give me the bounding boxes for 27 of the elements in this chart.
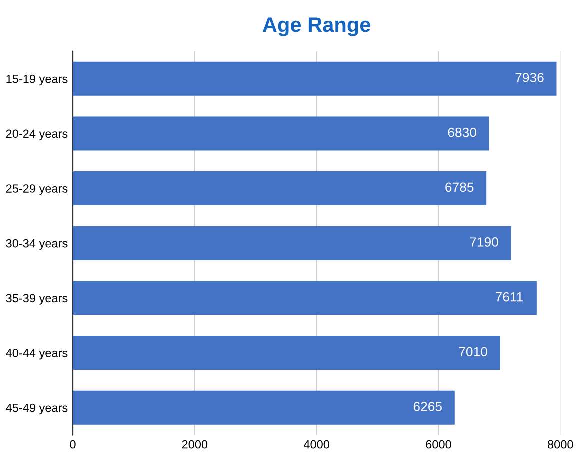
data-label: 7190 — [470, 238, 498, 247]
bar — [73, 336, 500, 370]
bar — [73, 172, 487, 206]
data-label: 6265 — [414, 402, 442, 412]
x-tick-label: 4000 — [304, 440, 330, 449]
x-tick-label: 0 — [70, 440, 76, 449]
y-tick-label: 35-39 years — [6, 294, 68, 305]
y-tick-label: 40-44 years — [6, 349, 68, 360]
bar — [73, 390, 455, 425]
x-tick-label: 8000 — [548, 440, 574, 449]
x-tick-label: 2000 — [182, 440, 208, 449]
data-label: 7611 — [496, 292, 523, 302]
data-label: 7936 — [516, 73, 544, 82]
bar — [73, 281, 537, 316]
y-tick-label: 25-29 years — [6, 184, 68, 196]
bar — [73, 62, 557, 96]
y-tick-label: 15-19 years — [6, 74, 68, 86]
y-tick-label: 45-49 years — [6, 404, 68, 415]
data-label: 6830 — [448, 128, 476, 138]
bar — [73, 116, 490, 151]
chart-title: Age Range — [262, 18, 371, 36]
y-tick-label: 20-24 years — [6, 130, 68, 140]
bar — [73, 226, 512, 260]
x-tick-label: 6000 — [426, 440, 452, 449]
data-label: 6785 — [446, 182, 474, 192]
data-label: 7010 — [459, 347, 488, 357]
y-tick-label: 30-34 years — [6, 239, 68, 250]
